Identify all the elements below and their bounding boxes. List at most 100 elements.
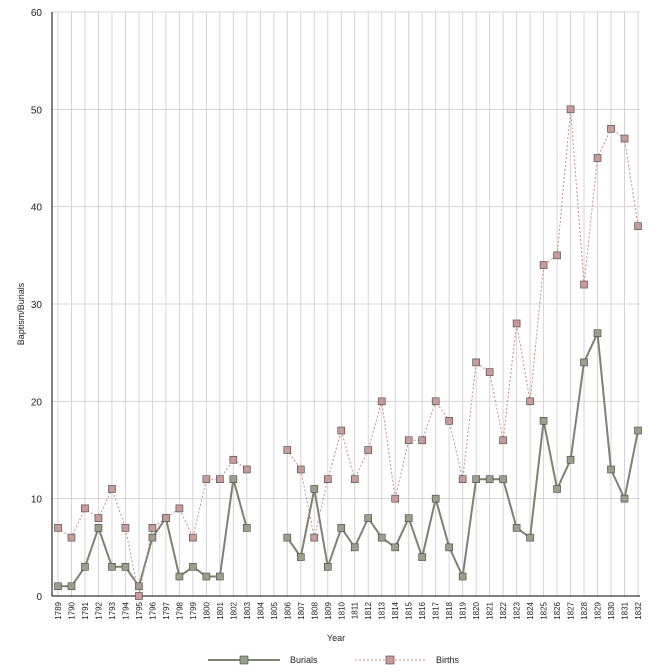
data-point-births [148,524,157,532]
x-tick-label: 1804 [256,601,265,619]
x-tick-label: 1809 [324,601,333,619]
data-point-births [323,475,332,484]
data-point-burials [148,533,157,542]
series-births [54,105,642,600]
x-tick-label: 1792 [94,601,103,619]
x-tick-label: 1812 [364,601,373,619]
x-tick-label: 1832 [634,601,643,619]
x-tick-label: 1810 [337,601,346,619]
data-point-births [175,504,184,513]
data-point-births [108,485,116,493]
data-point-births [135,592,143,600]
data-point-births [283,446,292,454]
x-tick-label: 1828 [580,601,589,619]
x-tick-label: 1811 [351,601,360,619]
grid [52,11,640,596]
y-tick-label: 0 [36,592,42,603]
data-point-burials [418,553,426,561]
data-point-burials [364,514,373,522]
x-tick-label: 1824 [526,601,535,619]
y-axis-label: Baptism/Burials [16,282,26,345]
legend-label-burials: Burials [290,655,318,665]
x-tick-label: 1798 [175,601,184,619]
x-tick-label: 1823 [513,601,522,619]
y-tick-label: 10 [31,495,43,506]
data-point-births [512,319,521,328]
y-tick-label: 40 [31,203,43,214]
series-burials [54,329,642,591]
data-point-burials [391,543,400,552]
data-point-burials [216,572,224,581]
x-tick-label: 1822 [499,601,508,619]
data-point-burials [499,475,507,484]
data-point-births [634,222,642,230]
data-point-births [566,105,575,114]
data-point-births [243,465,251,474]
x-tick-label: 1789 [54,601,63,619]
data-point-burials [553,485,561,493]
data-point-births [391,494,400,503]
x-tick-label: 1821 [486,601,495,619]
data-point-births [593,154,602,162]
x-tick-label: 1793 [108,601,117,619]
data-point-births [458,475,467,484]
data-point-births [485,368,494,376]
data-point-burials [54,582,62,591]
x-tick-label: 1819 [459,601,468,619]
x-tick-label: 1802 [229,601,238,619]
data-point-burials [539,416,548,425]
data-point-births [296,465,305,474]
data-point-burials [135,582,143,591]
data-point-burials [458,572,467,581]
data-point-births [162,514,170,522]
legend: Burials Births [208,655,460,665]
data-point-births [499,436,507,445]
data-point-births [81,504,89,513]
legend-item-births: Births [355,655,460,665]
x-tick-label: 1807 [297,601,306,619]
data-point-burials [108,562,116,571]
y-tick-label: 60 [31,8,43,19]
data-point-burials [485,475,494,484]
x-tick-label: 1827 [567,601,576,619]
data-point-burials [202,572,211,581]
x-tick-label: 1808 [310,601,319,619]
x-tick-label: 1815 [405,601,414,619]
x-tick-label: 1814 [391,601,400,619]
data-point-births [350,475,359,484]
data-point-births [377,397,386,406]
x-tick-label: 1799 [189,601,198,619]
data-point-births [553,251,561,260]
x-tick-label: 1800 [202,601,211,619]
x-tick-label: 1813 [378,601,387,619]
data-point-burials [229,475,238,484]
x-tick-label: 1790 [67,601,76,619]
data-point-burials [580,358,588,367]
y-ticks: 0 10 20 30 40 50 60 [31,8,43,603]
data-point-burials [175,572,184,581]
data-point-burials [310,485,319,493]
data-point-births [310,533,319,542]
data-point-burials [445,543,453,552]
x-tick-label: 1825 [540,601,549,619]
data-point-burials [566,455,575,464]
y-tick-label: 20 [31,397,43,408]
x-tick-label: 1806 [283,601,292,619]
data-point-burials [121,562,130,571]
x-tick-label: 1826 [553,601,562,619]
data-point-births [364,446,373,454]
data-point-burials [593,329,602,338]
data-point-burials [404,514,413,522]
data-point-births [620,134,629,143]
data-point-births [337,426,346,435]
data-point-burials [607,465,615,474]
data-point-births [121,524,130,532]
data-point-births [202,475,211,484]
data-point-births [526,397,534,406]
data-point-burials [431,494,440,503]
data-point-births [189,533,197,542]
data-point-births [418,436,426,445]
data-point-burials [283,533,292,542]
data-point-burials [323,562,332,571]
legend-label-births: Births [436,655,460,665]
